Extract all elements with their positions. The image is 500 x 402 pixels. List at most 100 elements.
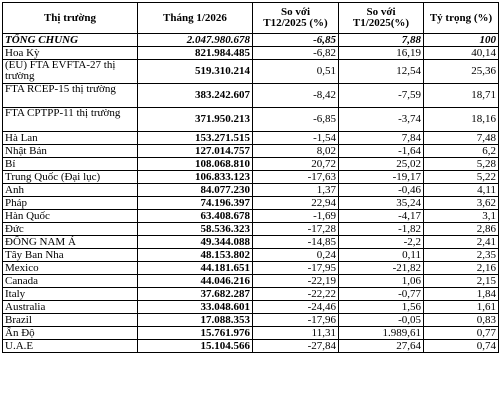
cell-share: 0,77 <box>423 326 499 340</box>
cell-vs-prev-year: -0,05 <box>338 313 424 327</box>
cell-vs-prev-month: -17,28 <box>252 222 339 236</box>
cell-value: 519.310.214 <box>137 59 253 84</box>
cell-vs-prev-year: -2,2 <box>338 235 424 249</box>
cell-value: 383.242.607 <box>137 83 253 108</box>
table-row: Bỉ 108.068.810 20,72 25,02 5,28 <box>2 157 499 171</box>
cell-market: Nhật Bản <box>2 144 138 158</box>
header-vs-prev-month: So với T12/2025 (%) <box>252 2 339 34</box>
table-row: Nhật Bản 127.014.757 8,02 -1,64 6,2 <box>2 144 499 158</box>
table-row: Ấn Độ 15.761.976 11,31 1.989,61 0,77 <box>2 326 499 340</box>
cell-vs-prev-month: -1,69 <box>252 209 339 223</box>
cell-value: 84.077.230 <box>137 183 253 197</box>
cell-vs-prev-month: -8,42 <box>252 83 339 108</box>
cell-share: 2,35 <box>423 248 499 262</box>
cell-share: 2,16 <box>423 261 499 275</box>
header-share: Tỷ trọng (%) <box>423 2 499 34</box>
cell-vs-prev-year: 25,02 <box>338 157 424 171</box>
cell-value: 37.682.287 <box>137 287 253 301</box>
cell-vs-prev-month: -14,85 <box>252 235 339 249</box>
table-row: Brazil 17.088.353 -17,96 -0,05 0,83 <box>2 313 499 327</box>
cell-share: 5,22 <box>423 170 499 184</box>
cell-vs-prev-year: -21,82 <box>338 261 424 275</box>
cell-vs-prev-year: 16,19 <box>338 46 424 60</box>
cell-market: FTA CPTPP-11 thị trường <box>2 107 138 132</box>
cell-value: 44.181.651 <box>137 261 253 275</box>
cell-vs-prev-year: -1,64 <box>338 144 424 158</box>
cell-vs-prev-month: 20,72 <box>252 157 339 171</box>
cell-vs-prev-month: 0,51 <box>252 59 339 84</box>
cell-vs-prev-month: 22,94 <box>252 196 339 210</box>
cell-market: Trung Quốc (Đại lục) <box>2 170 138 184</box>
table-header-row: Thị trường Tháng 1/2026 So với T12/2025 … <box>2 2 499 34</box>
table-row: Pháp 74.196.397 22,94 35,24 3,62 <box>2 196 499 210</box>
cell-share: 2,41 <box>423 235 499 249</box>
cell-vs-prev-month: 0,24 <box>252 248 339 262</box>
table-row: ĐÔNG NAM Á 49.344.088 -14,85 -2,2 2,41 <box>2 235 499 249</box>
cell-share: 6,2 <box>423 144 499 158</box>
cell-value: 15.104.566 <box>137 339 253 353</box>
cell-vs-prev-year: -3,74 <box>338 107 424 132</box>
cell-vs-prev-month: -6,85 <box>252 107 339 132</box>
cell-vs-prev-year: -0,77 <box>338 287 424 301</box>
cell-value: 44.046.216 <box>137 274 253 288</box>
table-body: TỔNG CHUNG 2.047.980.678 -6,85 7,88 100 Hoa K… <box>2 33 499 353</box>
cell-vs-prev-month: -6,85 <box>252 33 339 47</box>
cell-share: 18,16 <box>423 107 499 132</box>
cell-share: 100 <box>423 33 499 47</box>
cell-market: Ấn Độ <box>2 326 138 340</box>
cell-vs-prev-month: -17,96 <box>252 313 339 327</box>
cell-vs-prev-year: 27,64 <box>338 339 424 353</box>
header-vs-prev-year: So với T1/2025(%) <box>338 2 424 34</box>
cell-value: 127.014.757 <box>137 144 253 158</box>
header-vs-prev-month-line2: T12/2025 (%) <box>263 17 328 29</box>
cell-share: 3,1 <box>423 209 499 223</box>
cell-market: Pháp <box>2 196 138 210</box>
cell-value: 2.047.980.678 <box>137 33 253 47</box>
cell-market: Anh <box>2 183 138 197</box>
table-row: FTA RCEP-15 thị trường 383.242.607 -8,42 -7… <box>2 83 499 108</box>
cell-share: 2,15 <box>423 274 499 288</box>
table-row-total: TỔNG CHUNG 2.047.980.678 -6,85 7,88 100 <box>2 33 499 47</box>
cell-market: U.A.E <box>2 339 138 353</box>
table-row: Hà Lan 153.271.515 -1,54 7,84 7,48 <box>2 131 499 145</box>
cell-vs-prev-month: -22,19 <box>252 274 339 288</box>
cell-vs-prev-month: 8,02 <box>252 144 339 158</box>
cell-share: 5,28 <box>423 157 499 171</box>
cell-market: Mexico <box>2 261 138 275</box>
table-row: Canada 44.046.216 -22,19 1,06 2,15 <box>2 274 499 288</box>
cell-value: 58.536.323 <box>137 222 253 236</box>
cell-vs-prev-month: -17,63 <box>252 170 339 184</box>
cell-vs-prev-month: -27,84 <box>252 339 339 353</box>
header-market: Thị trường <box>2 2 138 34</box>
cell-vs-prev-year: 0,11 <box>338 248 424 262</box>
cell-value: 106.833.123 <box>137 170 253 184</box>
cell-value: 33.048.601 <box>137 300 253 314</box>
cell-market: Tây Ban Nha <box>2 248 138 262</box>
cell-share: 40,14 <box>423 46 499 60</box>
cell-value: 48.153.802 <box>137 248 253 262</box>
cell-market: Hà Lan <box>2 131 138 145</box>
cell-vs-prev-year: -19,17 <box>338 170 424 184</box>
cell-vs-prev-year: -0,46 <box>338 183 424 197</box>
cell-share: 2,86 <box>423 222 499 236</box>
cell-vs-prev-month: -6,82 <box>252 46 339 60</box>
table-row: Trung Quốc (Đại lục) 106.833.123 -17,63 -19… <box>2 170 499 184</box>
header-vs-prev-year-line1: So với <box>366 6 396 18</box>
cell-vs-prev-year: 35,24 <box>338 196 424 210</box>
cell-vs-prev-month: -1,54 <box>252 131 339 145</box>
cell-share: 3,62 <box>423 196 499 210</box>
cell-vs-prev-year: 1.989,61 <box>338 326 424 340</box>
cell-vs-prev-year: 7,88 <box>338 33 424 47</box>
cell-vs-prev-month: 11,31 <box>252 326 339 340</box>
cell-market: Brazil <box>2 313 138 327</box>
header-vs-prev-year-line2: T1/2025(%) <box>352 17 410 29</box>
cell-value: 15.761.976 <box>137 326 253 340</box>
cell-share: 7,48 <box>423 131 499 145</box>
cell-share: 25,36 <box>423 59 499 84</box>
cell-value: 821.984.485 <box>137 46 253 60</box>
cell-vs-prev-year: 12,54 <box>338 59 424 84</box>
table-row: (EU) FTA EVFTA-27 thị trường 519.310.214 0… <box>2 59 499 84</box>
cell-value: 74.196.397 <box>137 196 253 210</box>
cell-value: 153.271.515 <box>137 131 253 145</box>
cell-market: Bỉ <box>2 157 138 171</box>
